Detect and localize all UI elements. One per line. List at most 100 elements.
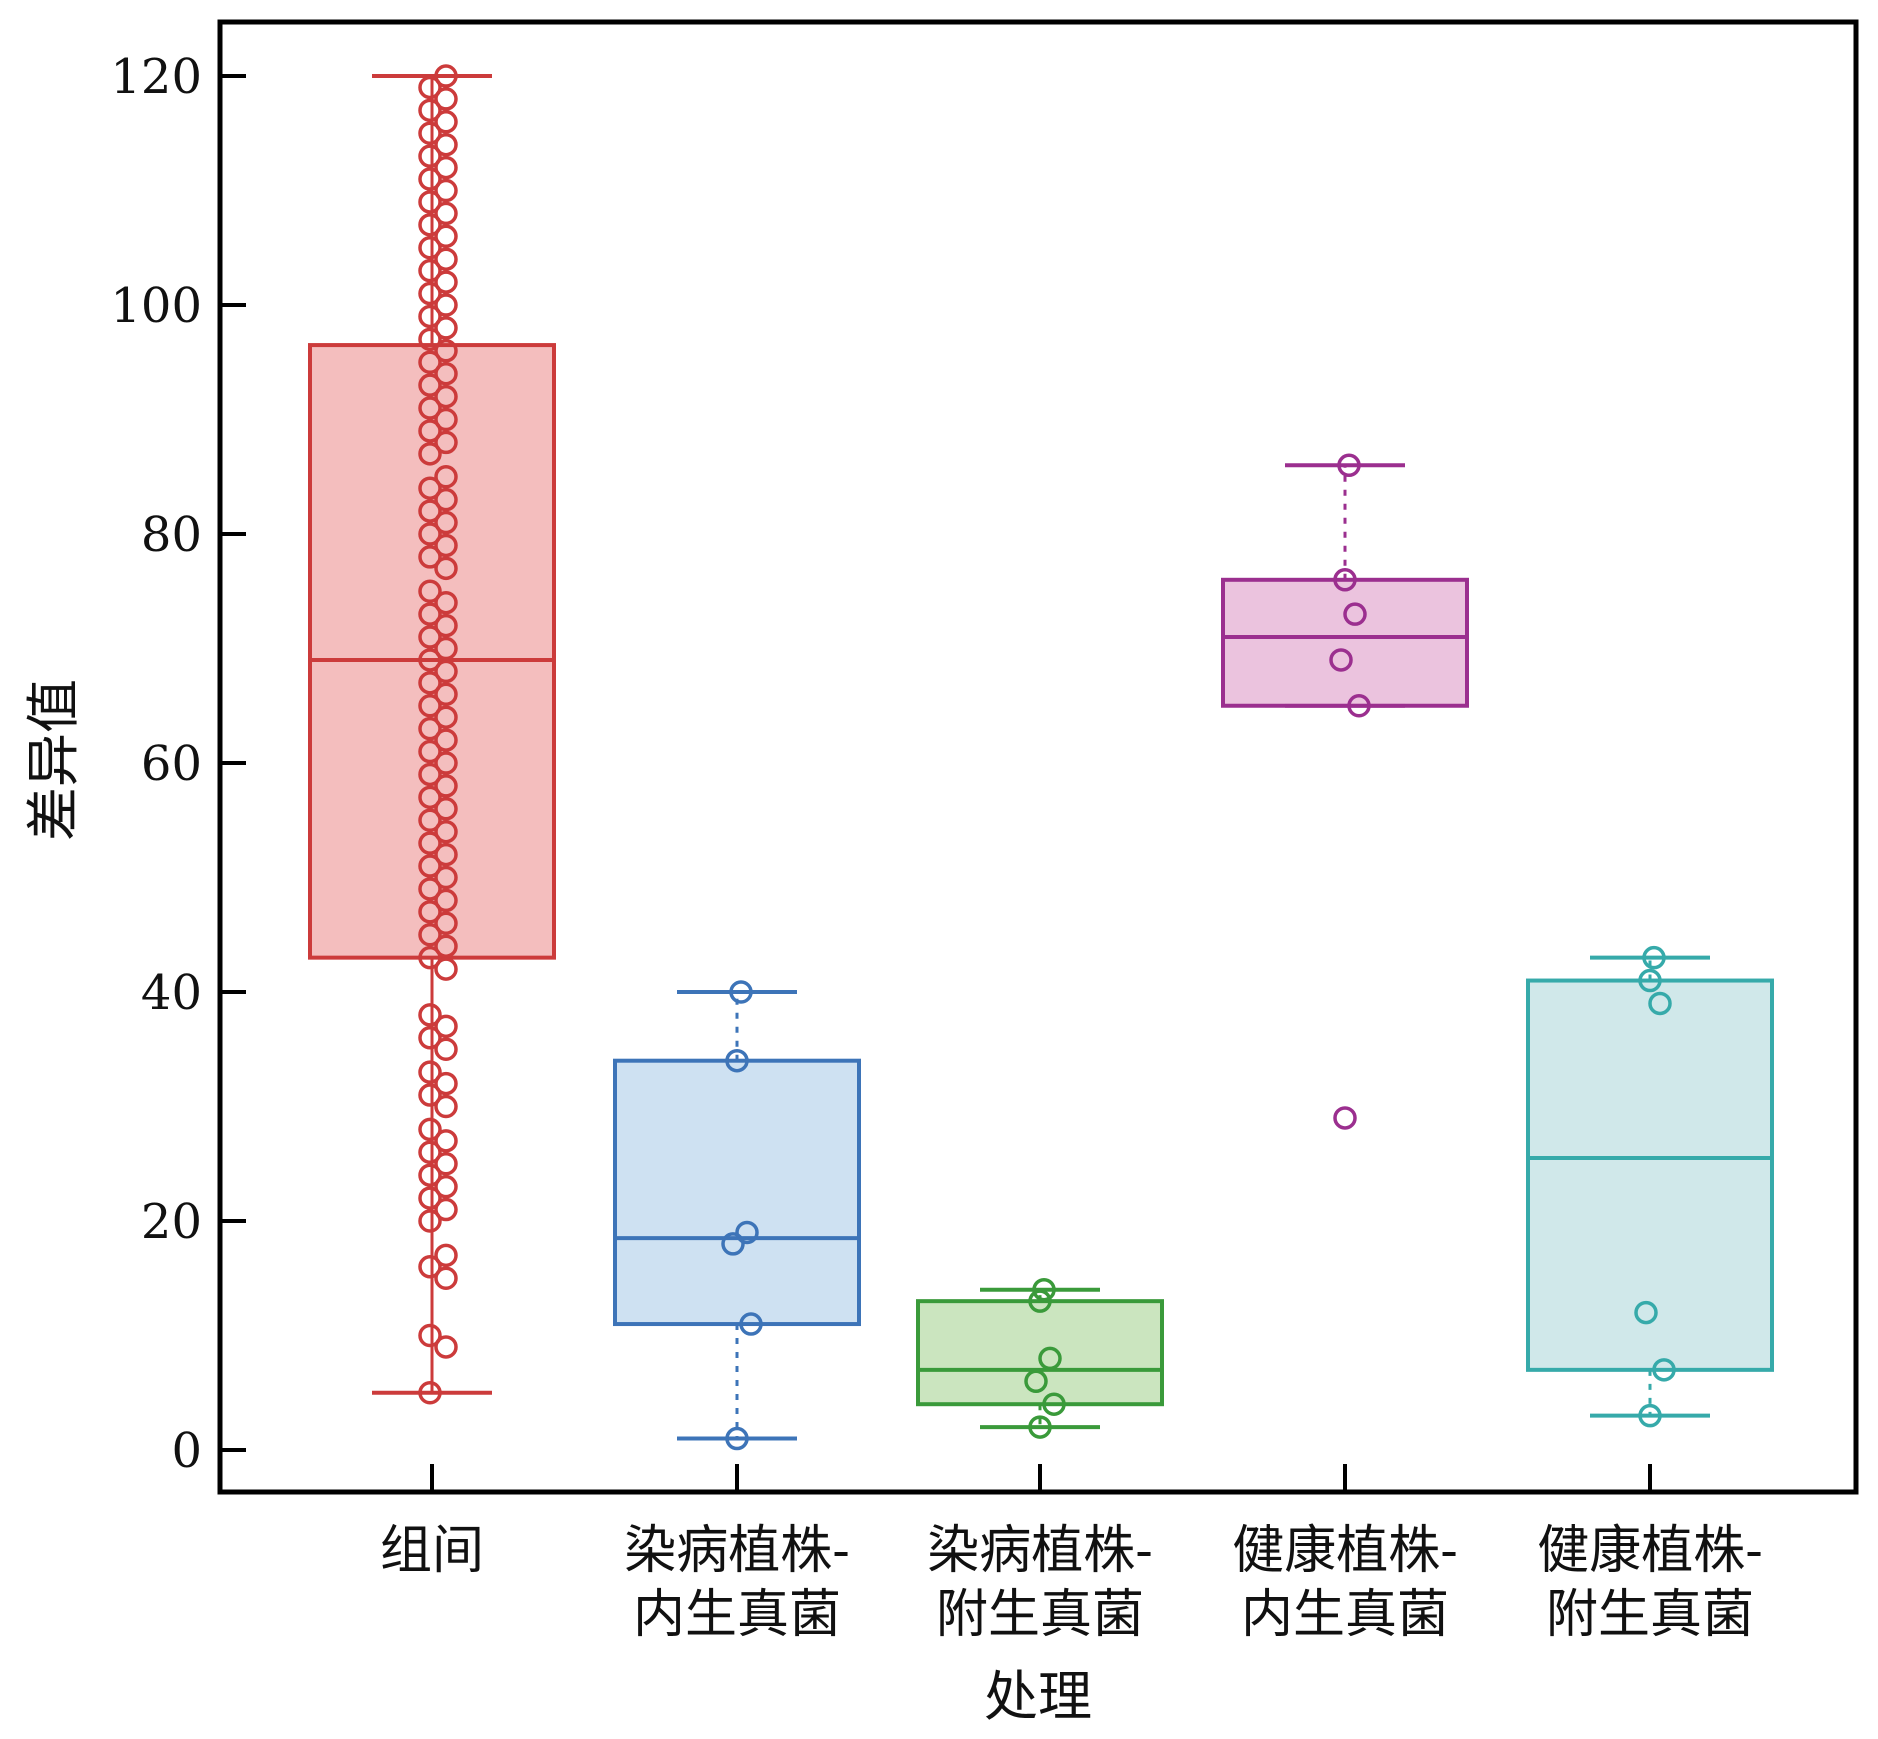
data-point bbox=[434, 1152, 458, 1176]
data-point bbox=[434, 613, 458, 638]
data-point bbox=[434, 1174, 458, 1199]
box bbox=[1221, 577, 1469, 708]
data-point bbox=[1024, 1369, 1048, 1394]
data-point bbox=[418, 1140, 442, 1165]
data-point bbox=[434, 201, 458, 226]
x-tick-label: 健康植株- bbox=[1537, 1521, 1763, 1581]
x-axis-title: 处理 bbox=[984, 1665, 1092, 1728]
data-point bbox=[434, 659, 458, 684]
data-point bbox=[434, 361, 458, 386]
data-point bbox=[434, 774, 458, 798]
data-point bbox=[434, 797, 458, 821]
data-point bbox=[1638, 968, 1662, 993]
data-point bbox=[418, 442, 442, 466]
data-point bbox=[434, 316, 458, 340]
data-point bbox=[418, 854, 442, 878]
x-tick-label: 染病植株- bbox=[624, 1521, 850, 1581]
data-point bbox=[418, 671, 442, 695]
data-point bbox=[418, 1163, 442, 1187]
data-point bbox=[434, 957, 458, 981]
data-point bbox=[735, 1220, 759, 1245]
box bbox=[613, 1058, 861, 1327]
data-point bbox=[434, 510, 458, 535]
y-tick-label: 0 bbox=[171, 1423, 202, 1479]
data-point bbox=[418, 785, 442, 810]
data-point bbox=[1032, 1277, 1056, 1302]
data-point bbox=[1028, 1289, 1052, 1313]
data-point bbox=[434, 1037, 458, 1061]
data-point bbox=[434, 682, 458, 707]
data-point bbox=[418, 419, 442, 443]
data-point bbox=[434, 224, 458, 249]
x-tick-label: 附生真菌 bbox=[936, 1585, 1144, 1645]
data-point bbox=[418, 350, 442, 374]
data-point bbox=[418, 1117, 442, 1142]
y-tick-label: 100 bbox=[110, 278, 202, 334]
data-point bbox=[418, 499, 442, 523]
x-tick-label: 附生真菌 bbox=[1546, 1585, 1754, 1645]
data-point bbox=[1038, 1346, 1062, 1371]
data-point bbox=[418, 1026, 442, 1050]
data-point bbox=[434, 728, 458, 752]
data-point bbox=[434, 384, 458, 409]
data-point bbox=[418, 1323, 442, 1348]
data-point bbox=[721, 1232, 745, 1256]
data-point bbox=[418, 396, 442, 420]
data-point bbox=[1634, 1300, 1658, 1325]
box bbox=[1526, 978, 1774, 1372]
data-point bbox=[418, 121, 442, 145]
data-point bbox=[434, 339, 458, 363]
x-tick-label: 内生真菌 bbox=[1241, 1585, 1449, 1645]
data-point bbox=[434, 865, 458, 890]
plot-marks bbox=[308, 64, 1774, 1451]
data-point bbox=[418, 327, 442, 352]
data-point bbox=[1042, 1392, 1066, 1416]
data-point bbox=[434, 64, 458, 88]
y-tick-label: 60 bbox=[141, 736, 202, 792]
data-point bbox=[434, 1014, 458, 1039]
data-point bbox=[418, 716, 442, 741]
data-point bbox=[725, 1426, 749, 1451]
box-group bbox=[1526, 945, 1774, 1428]
data-point bbox=[434, 1335, 458, 1359]
box-group bbox=[613, 980, 861, 1451]
data-point bbox=[434, 533, 458, 558]
data-point bbox=[434, 1071, 458, 1096]
data-point bbox=[418, 522, 442, 546]
data-point bbox=[434, 1266, 458, 1290]
data-point bbox=[434, 888, 458, 913]
data-point bbox=[418, 762, 442, 787]
data-point bbox=[434, 178, 458, 203]
data-point bbox=[418, 1381, 442, 1405]
x-tick-label: 健康植株- bbox=[1232, 1521, 1458, 1581]
y-axis-title: 差异值 bbox=[22, 679, 85, 841]
data-point bbox=[434, 247, 458, 271]
data-point bbox=[1642, 945, 1666, 970]
data-point bbox=[418, 1209, 442, 1233]
data-point bbox=[434, 270, 458, 294]
y-tick-label: 20 bbox=[141, 1194, 202, 1250]
data-point bbox=[434, 1094, 458, 1119]
data-point bbox=[418, 144, 442, 168]
box-group bbox=[308, 64, 556, 1405]
data-point bbox=[418, 190, 442, 214]
data-point bbox=[1337, 453, 1361, 478]
data-point bbox=[1638, 1403, 1662, 1428]
data-point bbox=[418, 1255, 442, 1279]
data-point bbox=[434, 132, 458, 157]
x-tick-label: 组间 bbox=[380, 1521, 484, 1581]
data-point bbox=[1343, 602, 1367, 626]
data-point bbox=[418, 373, 442, 397]
data-point bbox=[418, 75, 442, 100]
data-point bbox=[434, 705, 458, 729]
data-point bbox=[418, 648, 442, 672]
data-point bbox=[434, 293, 458, 317]
x-tick-label: 染病植株- bbox=[927, 1521, 1153, 1581]
data-point bbox=[434, 819, 458, 844]
data-point bbox=[418, 945, 442, 970]
data-point bbox=[418, 739, 442, 764]
data-point bbox=[729, 980, 753, 1004]
data-point bbox=[434, 465, 458, 489]
